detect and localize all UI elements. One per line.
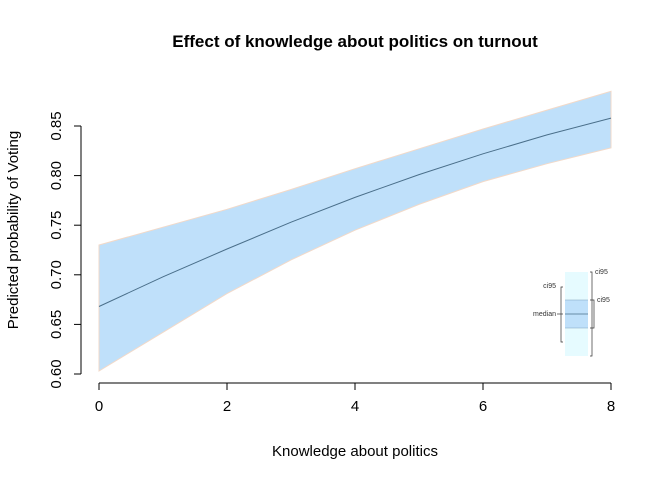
y-tick-label: 0.65 [48, 310, 65, 339]
legend-left-bracket [560, 286, 563, 343]
x-axis-label: Knowledge about politics [272, 443, 438, 460]
legend-right-outer-bracket [590, 271, 593, 357]
legend: ci95 median ci95 ci95 [533, 269, 610, 357]
legend-right-inner-bracket [590, 299, 595, 329]
median-line [98, 117, 612, 307]
x-tick-label: 8 [607, 398, 615, 415]
chart-title: Effect of knowledge about politics on tu… [172, 32, 538, 51]
y-tick-label: 0.60 [48, 359, 65, 388]
x-tick-label: 6 [479, 398, 487, 415]
x-tick-label: 0 [95, 398, 103, 415]
y-tick-label: 0.80 [48, 161, 65, 190]
x-tick-label: 4 [351, 398, 359, 415]
legend-ci95-left-label: ci95 [543, 283, 556, 290]
legend-ci95-outer-label: ci95 [595, 269, 608, 276]
y-tick-label: 0.70 [48, 260, 65, 289]
plot-area [98, 90, 612, 372]
x-axis: 0 2 4 6 8 [95, 382, 615, 415]
y-tick-label: 0.75 [48, 211, 65, 240]
legend-median-label: median [533, 311, 556, 318]
x-tick-label: 2 [223, 398, 231, 415]
y-axis-label: Predicted probability of Voting [5, 131, 22, 329]
y-tick-label: 0.85 [48, 111, 65, 140]
ci95-band [98, 90, 612, 372]
y-axis: 0.60 0.65 0.70 0.75 0.80 0.85 [48, 111, 82, 389]
legend-ci95-inner-label: ci95 [597, 297, 610, 304]
